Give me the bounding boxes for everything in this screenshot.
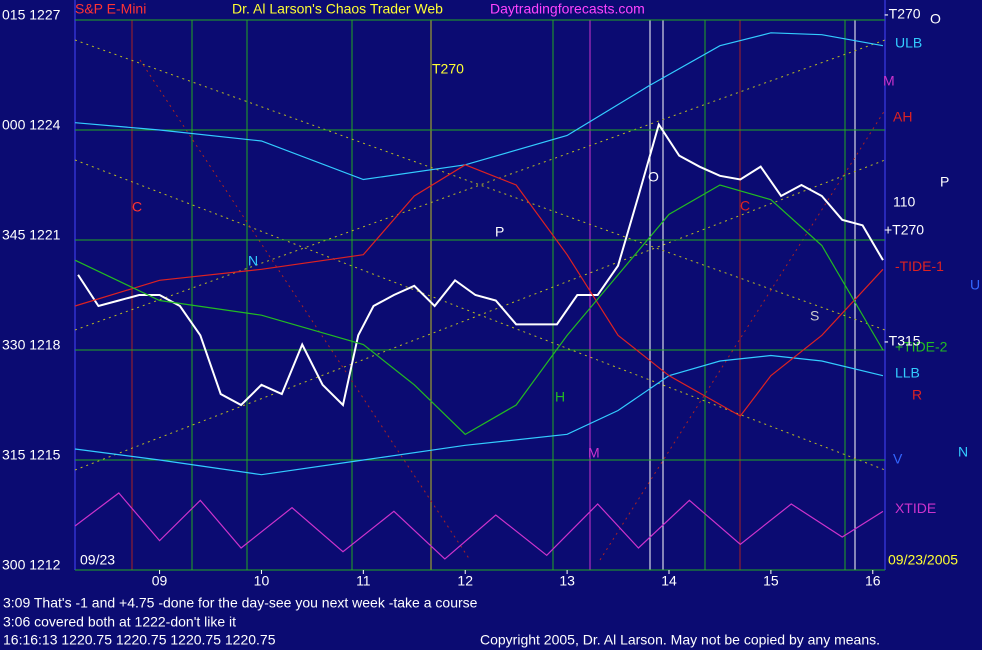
annotation: O	[930, 11, 941, 27]
x-tick-label: 09	[152, 573, 168, 589]
annotation: C	[132, 199, 142, 215]
x-tick-label: 12	[457, 573, 473, 589]
diagonal	[139, 59, 471, 561]
y-tick-label: 315 1215	[2, 447, 61, 463]
series-line	[74, 32, 884, 181]
y-tick-label: 300 1212	[2, 557, 61, 573]
annotation: S	[810, 308, 819, 324]
title-site: Daytradingforecasts.com	[490, 1, 645, 17]
diagonal	[74, 159, 886, 471]
decoration	[74, 0, 886, 570]
y-tick-label: 015 1227	[2, 7, 61, 23]
annotation: C	[740, 198, 750, 214]
annotation: AH	[893, 109, 912, 125]
title-symbol: S&P E-Mini	[75, 1, 146, 17]
annotation: U	[970, 277, 980, 293]
annotation: 09/23	[80, 552, 115, 568]
annotation: N	[958, 444, 968, 460]
x-tick-label: 11	[356, 573, 371, 589]
y-tick-label: 330 1218	[2, 337, 61, 353]
annotation: V	[893, 451, 903, 467]
legend-label: XTIDE	[895, 500, 936, 516]
annotation: R	[912, 387, 922, 403]
legend-label: -TIDE-1	[895, 258, 944, 274]
series-line	[74, 164, 884, 417]
x-tick-label: 14	[661, 573, 677, 589]
annotation: +T270	[884, 222, 924, 238]
note: 3:09 That's -1 and +4.75 -done for the d…	[3, 595, 478, 611]
series-line	[74, 492, 884, 560]
annotation: N	[248, 253, 258, 269]
note: 3:06 covered both at 1222-don't like it	[3, 614, 236, 630]
y-tick-label: 000 1224	[2, 117, 61, 133]
annotation: P	[940, 174, 949, 190]
annotation: T270	[432, 61, 464, 77]
annotation: -T315	[884, 333, 921, 349]
legend-label: LLB	[895, 364, 920, 380]
title: Dr. Al Larson's Chaos Trader Web	[232, 1, 443, 17]
series-line	[77, 122, 884, 407]
x-tick-label: 13	[559, 573, 575, 589]
annotation: 110	[893, 194, 916, 210]
series-line	[74, 184, 884, 436]
annotation: O	[648, 169, 659, 185]
copyright: Copyright 2005, Dr. Al Larson. May not b…	[480, 632, 880, 648]
note: 16:16:13 1220.75 1220.75 1220.75 1220.75	[3, 632, 276, 648]
x-tick-label: 16	[865, 573, 881, 589]
legend-label: ULB	[895, 34, 922, 50]
legend-label: +TIDE-2	[895, 339, 948, 355]
annotation: -T270	[884, 6, 921, 22]
annotation: M	[588, 445, 600, 461]
annotation: M	[883, 73, 895, 89]
series-line	[74, 354, 884, 476]
x-tick-label: 10	[254, 573, 270, 589]
y-tick-label: 345 1221	[2, 227, 61, 243]
x-tick-label: 15	[763, 573, 779, 589]
annotation: P	[495, 224, 504, 240]
annotation: H	[555, 389, 565, 405]
annotation: 09/23/2005	[888, 552, 958, 568]
